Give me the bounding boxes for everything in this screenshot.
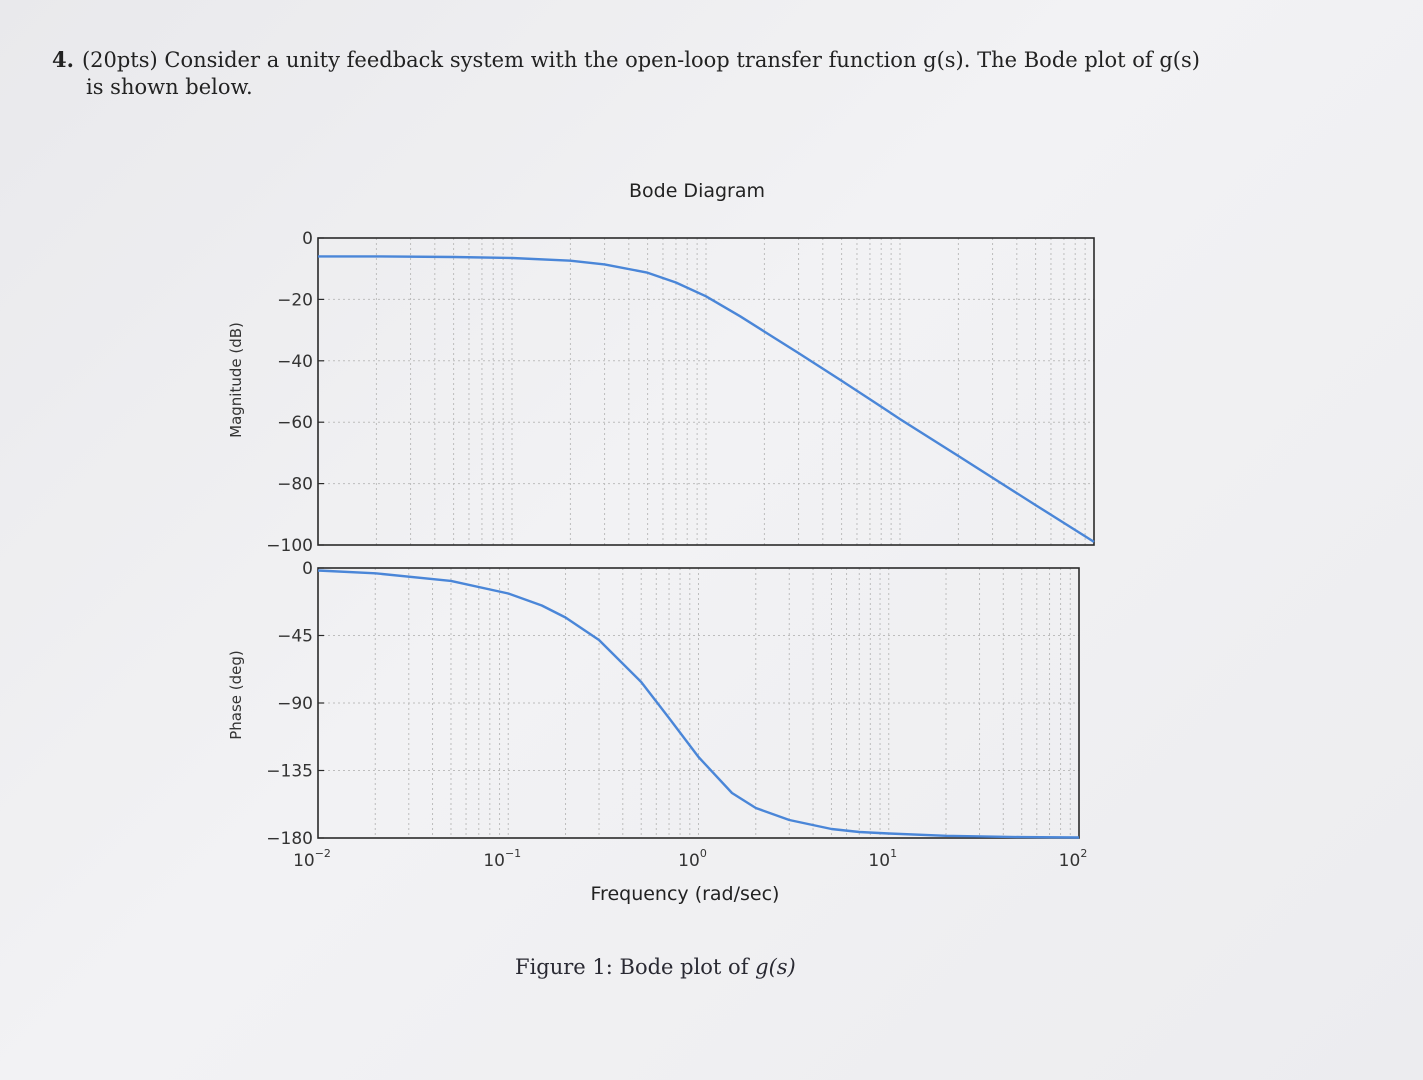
magnitude-plot: 0 −20 −40 −60 −80 −100 (266, 229, 1095, 556)
magnitude-axis-label: Magnitude (dB) (227, 322, 245, 438)
problem-number: 4. (52, 47, 74, 72)
phase-plot: 0 −45 −90 −135 −180 (266, 559, 1080, 849)
problem-line-1: (20pts) Consider a unity feedback system… (81, 48, 1200, 72)
problem-line-2: is shown below. (86, 75, 253, 99)
phase-frame (317, 567, 1080, 839)
magnitude-ytick-label: −40 (277, 352, 313, 372)
frequency-tick-label: 100 (678, 847, 707, 871)
magnitude-ytick-label: −80 (277, 475, 313, 495)
frequency-tick-label: 101 (868, 847, 897, 871)
frequency-tick-labels: 10−2 10−1 100 101 102 (293, 847, 1087, 871)
frequency-tick-label: 102 (1059, 847, 1088, 871)
magnitude-ytick-label: −20 (277, 290, 313, 310)
phase-ytick-label: −135 (266, 762, 313, 782)
caption-function: g(s) (755, 955, 796, 979)
figure-caption: Figure 1: Bode plot of g(s) (515, 955, 796, 979)
magnitude-ytick-label: 0 (302, 229, 313, 249)
frequency-tick-label: 10−2 (293, 847, 331, 871)
phase-ytick-label: 0 (302, 559, 313, 579)
frequency-axis-label: Frequency (rad/sec) (591, 883, 780, 905)
magnitude-ytick-label: −100 (266, 536, 313, 556)
problem-statement: 4. (20pts) Consider a unity feedback syst… (52, 46, 1342, 101)
phase-ytick-label: −90 (277, 694, 313, 714)
phase-ytick-label: −180 (266, 829, 313, 849)
magnitude-frame (317, 237, 1095, 546)
chart-title: Bode Diagram (629, 180, 765, 202)
phase-series-line-0 (317, 569, 1080, 839)
frequency-tick-label: 10−1 (483, 847, 521, 871)
magnitude-ytick-label: −60 (277, 413, 313, 433)
caption-text: Figure 1: Bode plot of (515, 955, 756, 979)
phase-ytick-label: −45 (277, 627, 313, 647)
phase-axis-label: Phase (deg) (227, 650, 245, 740)
magnitude-series-line-0 (318, 255, 1095, 543)
